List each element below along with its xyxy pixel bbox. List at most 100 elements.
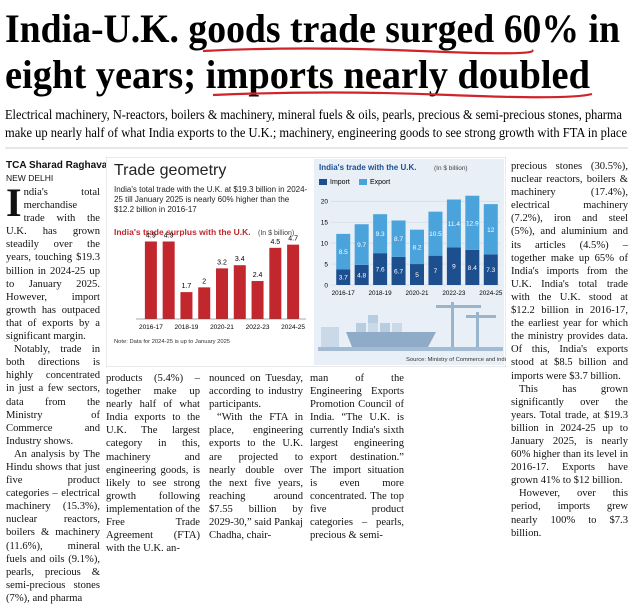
x-tick-label: 2024-25 [479,290,503,297]
data-label: 6.7 [394,268,403,275]
bar [180,292,193,319]
paragraph: “With the FTA in place, engineering expo… [209,412,303,542]
data-label: 2.4 [253,272,263,279]
bar [144,241,157,319]
data-label: 7 [434,268,438,275]
legend-swatch [319,179,327,185]
data-label: 7.3 [486,267,495,274]
bar-segment [465,195,480,250]
data-label: 1.7 [182,283,192,290]
bar-segment [336,269,351,285]
data-label: 4.8 [357,272,366,279]
data-label: 3.4 [235,256,245,263]
column: man of the Engineering Exports Promotion… [310,372,404,542]
bar [251,281,264,319]
graphic-intro: India's total trade with the U.K. at $19… [114,185,308,214]
deck: Electrical machinery, N-reactors, boiler… [5,107,622,122]
page: India-U.K. goods trade surged 60% in eig… [5,6,628,604]
x-tick-label: 2024-25 [281,324,305,331]
data-label: 4.7 [288,236,298,243]
bar-segment [410,229,424,265]
chart-title: India's trade surplus with the U.K. [114,227,251,237]
data-label: 9 [452,264,456,271]
bar [216,268,228,319]
data-label: 12.9 [466,220,479,227]
x-tick-label: 2018-19 [369,290,393,297]
bar-segment [483,254,498,285]
data-label: 10.5 [429,231,442,238]
legend-label: Export [370,179,390,186]
data-label: 8.7 [394,236,403,243]
bar-segment [391,220,406,257]
bar [233,265,246,319]
data-label: 3.2 [217,259,227,266]
port-illustration [318,302,503,351]
y-tick-label: 20 [321,199,329,206]
x-tick-label: 2016-17 [332,290,356,297]
underline [212,91,593,99]
paragraph: This has grown significantly over the ye… [511,383,628,487]
data-label: 8.5 [339,249,348,256]
graphic-title: Trade geometry [114,162,226,179]
paragraph: products (5.4%) – together make up nearl… [106,373,200,555]
y-tick-label: 0 [324,283,328,290]
chart-title: India's trade with the U.K. [319,163,416,172]
column: products (5.4%) – together make up nearl… [106,372,200,555]
bar-segment [373,253,388,285]
bar-segment [354,264,369,285]
headline: eight years; imports nearly doubled [5,52,590,97]
bar-segment [446,247,461,285]
data-label: 8.2 [412,244,421,251]
x-tick-label: 2018-19 [175,324,199,331]
graphic: Trade geometry India's total trade with … [106,157,506,367]
bar [162,241,175,319]
column: precious stones (30.5%), nuclear reactor… [511,160,628,540]
paragraph: An analysis by The Hindu shows that just… [6,448,100,604]
bar-segment [428,255,443,285]
chart-source: Source: Ministry of Commerce and industr… [406,357,506,363]
bar-segment [354,224,369,265]
x-tick-label: 2016-17 [139,324,163,331]
x-tick-label: 2022-23 [442,290,466,297]
data-label: 11.4 [448,221,461,228]
bar-segment [446,199,461,248]
column: nounced on Tuesday, according to industr… [209,372,303,542]
bar [287,244,300,319]
y-tick-label: 15 [321,220,329,227]
data-label: 4.5 [270,239,280,246]
header: India-U.K. goods trade surged 60% in eig… [5,6,628,149]
paragraph: India's total merchandise trade with the… [6,180,100,343]
intro-box: India's total trade with the U.K. at $19… [114,185,308,214]
x-tick-label: 2020-21 [210,324,234,331]
data-label: 4.9 [146,232,156,239]
headline: India-U.K. goods trade surged 60% in [5,6,620,51]
bar-segment [410,264,424,285]
byline-location: NEW DELHI [6,173,54,183]
byline-author: TCA Sharad Raghavan [6,160,114,171]
bar-segment [373,214,388,254]
paragraph: Notably, trade in both directions is hig… [6,344,100,447]
x-tick-label: 2022-23 [246,324,270,331]
x-tick-label: 2020-21 [405,290,429,297]
bar-segment [483,204,498,255]
data-label: 3.7 [339,275,348,282]
paragraph: nounced on Tuesday, according to industr… [209,373,303,411]
bar-segment [465,249,480,285]
paragraph: precious stones (30.5%), nuclear reactor… [511,161,628,382]
paragraph: However, over this period, imports grew … [511,488,628,539]
bar [269,247,282,319]
y-tick-label: 10 [321,241,329,248]
data-label: 8.4 [468,265,477,272]
bar-segment [428,211,443,256]
paragraph: man of the Engineering Exports Promotion… [310,373,404,542]
data-label: 7.6 [376,267,385,274]
column: India's total merchandise trade with the… [6,180,100,605]
legend-swatch [359,179,367,185]
bar-segment [391,256,406,285]
data-label: 9.3 [376,231,385,238]
data-label: 12 [487,227,495,234]
data-label: 2 [202,278,206,285]
data-label: 9.7 [357,242,366,249]
underline [202,47,534,55]
legend-label: Import [330,179,350,186]
